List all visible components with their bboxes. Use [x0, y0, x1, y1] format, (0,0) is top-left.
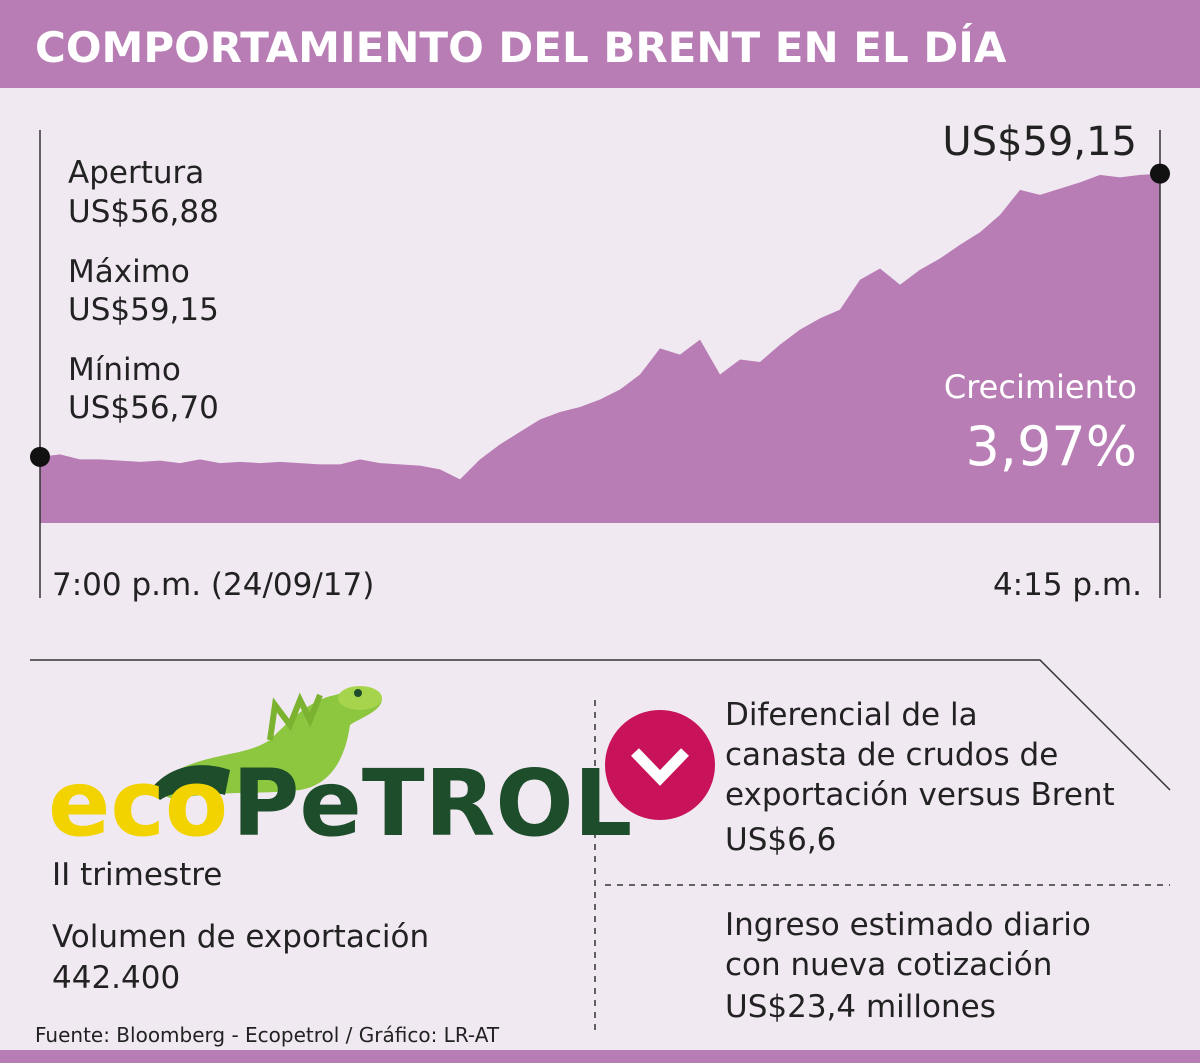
stat-label: Máximo [68, 254, 190, 290]
diferencial-value: US$6,6 [725, 822, 836, 858]
logo-text: eco [48, 750, 228, 857]
stat-label: Mínimo [68, 352, 181, 388]
x-tick-label: 7:00 p.m. (24/09/17) [52, 567, 374, 603]
diferencial-line: Diferencial de la [725, 697, 978, 733]
volume-value: 442.400 [52, 960, 180, 996]
chart-area: 7:00 p.m. (24/09/17) 4:15 p.m. [30, 130, 1170, 603]
ingreso-line: con nueva cotización [725, 947, 1052, 983]
separator [30, 659, 1171, 791]
source: Fuente: Bloomberg - Ecopetrol / Gráfico:… [35, 1023, 500, 1047]
ingreso-line: Ingreso estimado diario [725, 907, 1091, 943]
growth-value: 3,97% [965, 415, 1137, 478]
ingreso-value: US$23,4 millones [725, 989, 996, 1025]
diferencial-line: exportación versus Brent [725, 777, 1115, 813]
down-icon [605, 710, 715, 820]
diferencial-line: canasta de crudos de [725, 737, 1058, 773]
footer-bar [0, 1050, 1200, 1063]
end-label: US$59,15 [942, 119, 1137, 165]
logo-iguana [150, 686, 382, 800]
stat-value: US$56,88 [68, 194, 219, 230]
chart-title: COMPORTAMIENTO DEL BRENT EN EL DÍA [35, 22, 1007, 72]
volume-label: Volumen de exportación [52, 919, 429, 955]
area [40, 173, 1160, 523]
stat-value: US$59,15 [68, 292, 219, 328]
header-bar [0, 0, 1200, 88]
point [30, 446, 50, 467]
stat-label: Apertura [68, 155, 204, 191]
point [1150, 163, 1170, 184]
down-chevron [631, 748, 689, 786]
stat-value: US$56,70 [68, 390, 219, 426]
period: II trimestre [52, 857, 222, 893]
x-tick-label: 4:15 p.m. [993, 567, 1142, 603]
logo-text: PeTROL [232, 750, 632, 857]
growth-label: Crecimiento [944, 368, 1137, 406]
